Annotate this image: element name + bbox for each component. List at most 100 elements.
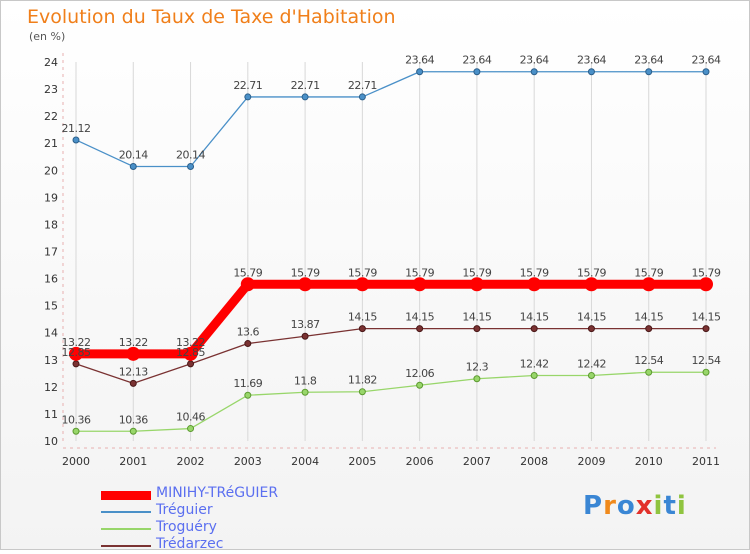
data-label: 11.8 <box>294 374 317 387</box>
x-tick-label: 2010 <box>635 455 663 468</box>
data-label: 20.14 <box>119 148 148 161</box>
legend-label: Trédarzec <box>156 536 224 552</box>
data-label: 23.64 <box>634 54 663 67</box>
data-label: 12.06 <box>405 367 434 380</box>
y-tick-label: 16 <box>44 273 58 286</box>
series-labels-1: 21.12 20.14 20.14 22.71 22.71 22.71 23.64 23.64… <box>62 54 722 162</box>
y-tick-label: 21 <box>44 137 58 150</box>
x-tick-label: 2011 <box>692 455 720 468</box>
legend-label: MINIHY-TRéGUIER <box>156 485 279 501</box>
data-label: 15.79 <box>634 266 663 279</box>
data-point <box>240 277 255 292</box>
data-point <box>355 277 370 292</box>
data-point <box>129 427 137 435</box>
x-tick-label: 2004 <box>291 455 319 468</box>
data-point <box>587 325 595 333</box>
data-point <box>469 277 484 292</box>
data-label: 14.15 <box>634 311 663 324</box>
data-label: 15.79 <box>348 266 377 279</box>
data-point <box>702 325 710 333</box>
series-line <box>75 328 706 384</box>
y-tick-label: 19 <box>44 191 58 204</box>
data-label: 13.22 <box>62 336 91 349</box>
data-label: 12.13 <box>119 365 148 378</box>
data-point <box>530 371 538 379</box>
data-point <box>416 381 424 389</box>
data-point <box>358 325 366 333</box>
data-point <box>129 162 137 170</box>
data-label: 23.64 <box>462 54 491 67</box>
x-tick-label: 2009 <box>577 455 605 468</box>
data-label: 13.87 <box>291 318 320 331</box>
x-tick-label: 2002 <box>177 455 205 468</box>
data-label: 10.36 <box>62 413 91 426</box>
legend-label: Troguéry <box>156 519 217 535</box>
data-label: 22.71 <box>348 79 377 92</box>
data-point <box>72 427 80 435</box>
x-tick-label: 2001 <box>119 455 147 468</box>
y-tick-label: 10 <box>44 435 58 448</box>
x-tick-label: 2008 <box>520 455 548 468</box>
data-label: 15.79 <box>577 266 606 279</box>
data-label: 12.85 <box>176 346 205 359</box>
data-point <box>298 277 313 292</box>
grid-lines <box>75 62 707 441</box>
logo-letter: o <box>616 491 636 521</box>
data-label: 14.15 <box>462 311 491 324</box>
data-point <box>645 68 653 76</box>
series-2 <box>72 368 710 435</box>
data-label: 23.64 <box>520 54 549 67</box>
y-tick-label: 24 <box>44 56 58 69</box>
data-point <box>641 277 656 292</box>
data-point <box>416 325 424 333</box>
logo-letter: i <box>653 491 664 521</box>
data-label: 22.71 <box>291 79 320 92</box>
data-point <box>530 325 538 333</box>
series-line <box>75 71 706 168</box>
data-point <box>301 388 309 396</box>
logo-letter: t <box>663 491 677 521</box>
series-0 <box>69 277 713 361</box>
data-label: 23.64 <box>577 54 606 67</box>
logo-letter: x <box>635 491 654 521</box>
data-point <box>645 325 653 333</box>
data-point <box>530 68 538 76</box>
data-label: 12.42 <box>520 357 549 370</box>
y-tick-label: 12 <box>44 381 58 394</box>
y-tick-label: 13 <box>44 354 58 367</box>
data-point <box>187 425 195 433</box>
data-label: 12.85 <box>62 346 91 359</box>
data-point <box>702 68 710 76</box>
data-label: 12.3 <box>466 361 489 374</box>
data-point <box>301 332 309 340</box>
legend-swatch <box>101 490 151 500</box>
data-label: 10.46 <box>176 411 205 424</box>
data-point <box>473 68 481 76</box>
data-point <box>416 68 424 76</box>
data-point <box>702 368 710 376</box>
data-label: 21.12 <box>62 122 91 135</box>
logo-letter: P <box>583 491 604 521</box>
y-axis-ticks: 10 11 12 13 14 15 16 17 18 19 20 21 22 23 24 <box>44 56 58 448</box>
data-point <box>72 136 80 144</box>
series-labels-0: 13.22 13.22 13.22 15.79 15.79 15.79 15.79 15.79… <box>62 266 722 349</box>
data-point <box>72 360 80 368</box>
data-point <box>587 68 595 76</box>
series-line <box>76 371 706 432</box>
data-label: 13.6 <box>237 326 260 339</box>
data-point <box>244 340 252 348</box>
data-label: 13.22 <box>176 336 205 349</box>
data-point <box>183 346 198 361</box>
data-label: 15.79 <box>291 266 320 279</box>
data-label: 14.15 <box>692 311 721 324</box>
legend-swatch <box>101 528 151 530</box>
data-label: 15.79 <box>520 266 549 279</box>
chart-title: Evolution du Taux de Taxe d'Habitation <box>27 6 396 28</box>
data-point <box>126 346 141 361</box>
series-1 <box>72 68 710 170</box>
data-point <box>358 388 366 396</box>
logo-letter: r <box>603 491 617 521</box>
data-label: 14.15 <box>577 311 606 324</box>
